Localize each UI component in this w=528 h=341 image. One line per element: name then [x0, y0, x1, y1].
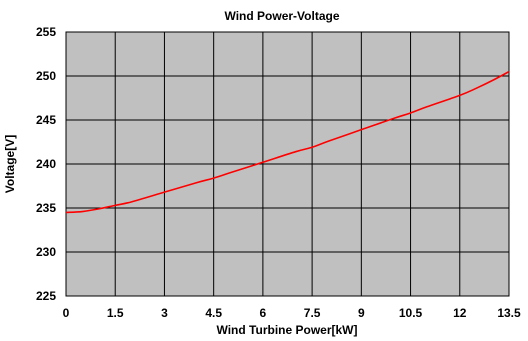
y-axis-label: Voltage[V] [3, 135, 17, 193]
y-axis-ticks: 225 230 235 240 245 250 255 [36, 25, 56, 303]
x-tick-label: 10.5 [399, 306, 423, 320]
x-tick-label: 13.5 [497, 306, 521, 320]
x-tick-label: 6 [260, 306, 267, 320]
y-tick-label: 250 [36, 69, 56, 83]
x-axis-label: Wind Turbine Power[kW] [217, 323, 358, 337]
y-tick-label: 240 [36, 157, 56, 171]
y-tick-label: 255 [36, 25, 56, 39]
series-line [65, 70, 510, 214]
plot-frame [65, 31, 510, 297]
x-tick-label: 1.5 [107, 306, 124, 320]
x-tick-label: 3 [161, 306, 168, 320]
y-tick-label: 230 [36, 245, 56, 259]
chart-title: Wind Power-Voltage [224, 9, 339, 23]
x-tick-label: 4.5 [205, 306, 222, 320]
x-tick-label: 9 [358, 306, 365, 320]
x-tick-label: 7.5 [304, 306, 321, 320]
y-tick-label: 245 [36, 113, 56, 127]
y-tick-label: 235 [36, 201, 56, 215]
x-tick-label: 0 [63, 306, 70, 320]
y-tick-label: 225 [36, 289, 56, 303]
x-tick-label: 12 [453, 306, 467, 320]
x-axis-ticks: 0 1.5 3 4.5 6 7.5 9 10.5 12 13.5 [63, 306, 521, 320]
